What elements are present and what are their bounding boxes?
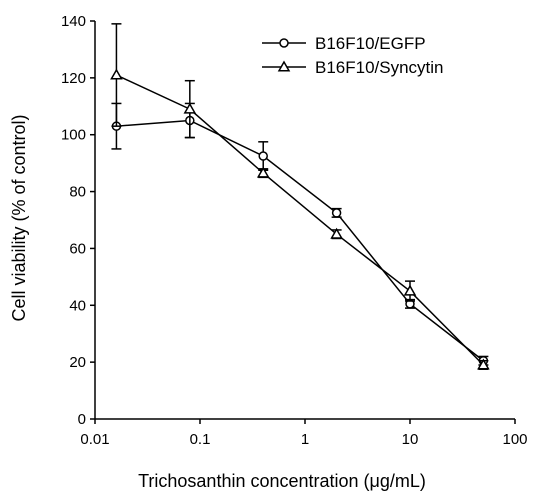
y-tick-label: 60 (69, 240, 86, 257)
legend-item: B16F10/Syncytin (262, 58, 444, 77)
series-line (116, 119, 484, 362)
data-point (183, 102, 197, 114)
x-tick-label: 10 (402, 431, 419, 448)
x-axis-title: Trichosanthin concentration (μg/mL) (138, 471, 426, 491)
y-tick-label: 140 (61, 13, 86, 30)
y-tick-label: 100 (61, 127, 86, 144)
data-point (256, 166, 270, 178)
data-point (403, 284, 417, 296)
y-tick-label: 0 (78, 411, 86, 428)
legend: B16F10/EGFP B16F10/Syncytin (262, 34, 444, 77)
x-tick-label: 100 (502, 431, 527, 448)
y-tick-label: 80 (69, 184, 86, 201)
y-axis-title: Cell viability (% of control) (9, 114, 29, 321)
series-triangle (110, 23, 490, 370)
x-tick-label: 1 (301, 431, 309, 448)
x-tick-label: 0.01 (80, 431, 109, 448)
legend-item: B16F10/EGFP (262, 34, 426, 53)
series-circle (111, 102, 489, 366)
plot-area (110, 23, 490, 370)
axes: 0 20 40 60 80 100 120 140 0.01 0.1 1 10 100 (61, 13, 528, 448)
y-tick-label: 120 (61, 70, 86, 87)
legend-marker (277, 60, 291, 72)
series-line (116, 74, 484, 366)
y-tick-label: 20 (69, 354, 86, 371)
data-point (258, 151, 268, 161)
y-tick-label: 40 (69, 297, 86, 314)
data-point (110, 68, 123, 80)
x-tick-label: 0.1 (190, 431, 211, 448)
legend-marker (279, 38, 289, 48)
data-point (331, 208, 342, 218)
legend-label: B16F10/EGFP (315, 34, 426, 53)
data-point (330, 227, 343, 239)
data-point (477, 358, 490, 370)
legend-label: B16F10/Syncytin (315, 58, 444, 77)
